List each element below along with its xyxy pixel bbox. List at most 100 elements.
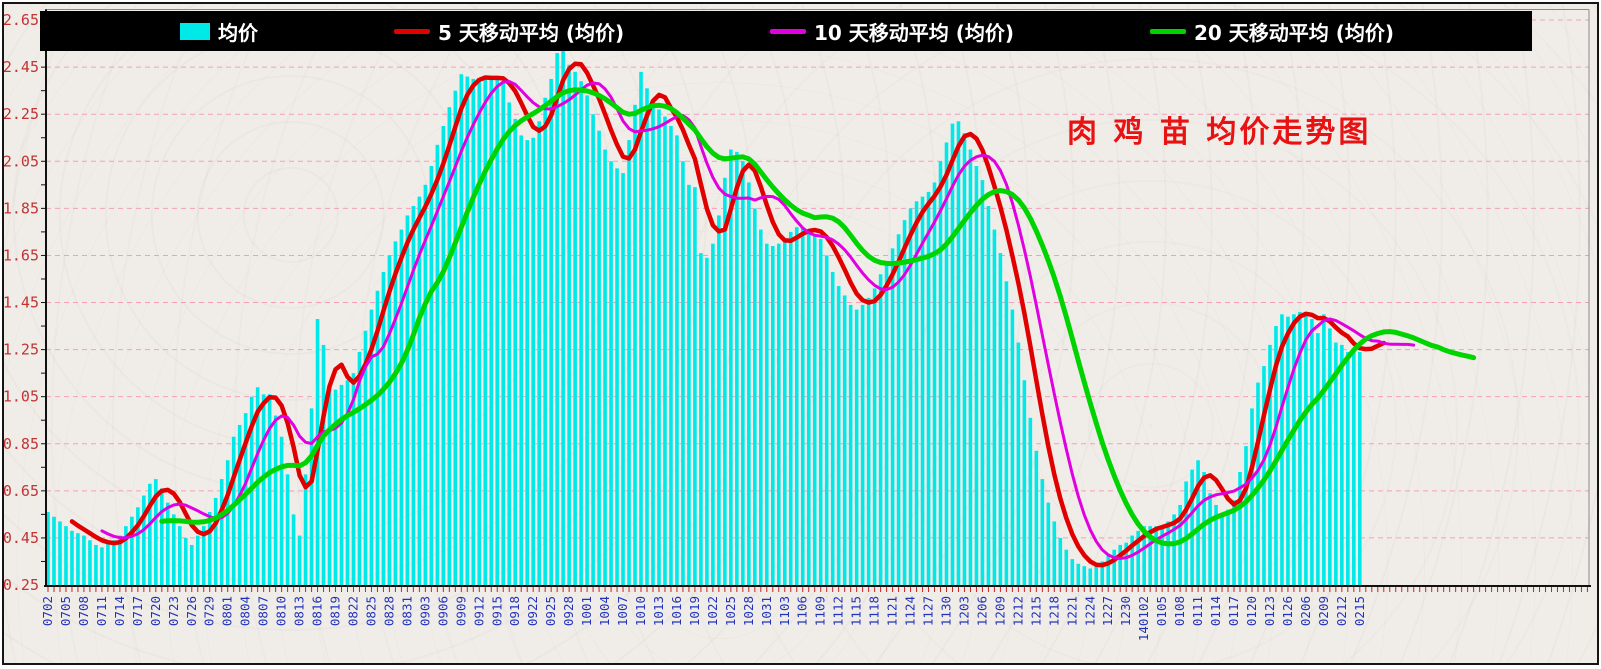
- price-bar: [213, 497, 218, 586]
- x-axis-label: 0209: [1316, 596, 1331, 626]
- price-bar: [1064, 549, 1069, 586]
- price-bar: [675, 135, 679, 586]
- price-bar: [1322, 314, 1326, 586]
- price-bar: [639, 71, 643, 586]
- price-bar: [818, 238, 823, 586]
- x-axis-label: 1206: [974, 596, 989, 626]
- price-bar: [896, 234, 901, 586]
- price-bar: [435, 144, 440, 587]
- x-axis-label: 1221: [1064, 596, 1079, 626]
- price-bar: [1154, 526, 1158, 586]
- y-axis-label: 1.25: [3, 341, 39, 359]
- ma10-line: [100, 80, 1416, 560]
- price-bar: [1184, 481, 1188, 586]
- price-bar: [207, 512, 212, 586]
- price-bar: [1358, 351, 1362, 586]
- price-bar: [285, 474, 290, 586]
- price-bar: [669, 125, 673, 586]
- price-bar: [1208, 493, 1212, 586]
- price-bar: [142, 495, 146, 586]
- price-bar: [357, 351, 362, 586]
- price-bar: [920, 196, 925, 586]
- price-bar: [878, 274, 883, 586]
- price-bar: [375, 290, 380, 586]
- price-bar: [1244, 446, 1248, 586]
- price-bar: [148, 483, 152, 586]
- price-bar: [255, 387, 260, 586]
- y-axis-label: 0.45: [3, 529, 39, 547]
- price-bar: [986, 206, 991, 586]
- price-bar: [1058, 537, 1063, 586]
- price-bar: [782, 238, 787, 586]
- price-bar: [1160, 526, 1164, 586]
- x-axis-label: 0925: [543, 596, 558, 626]
- price-bar: [938, 161, 943, 586]
- y-axis-label: 0.85: [3, 435, 39, 453]
- x-axis-label: 0918: [507, 596, 522, 626]
- x-axis-label: 0909: [453, 596, 468, 626]
- price-bar: [459, 74, 464, 587]
- x-axis-label: 1212: [1010, 596, 1025, 626]
- ma5-line-swatch: [394, 28, 430, 34]
- price-bar: [261, 394, 266, 586]
- x-axis-label: 1103: [777, 596, 792, 626]
- price-bar: [1304, 311, 1308, 586]
- ma20-label: 20 天移动平均 (均价): [1194, 20, 1395, 45]
- price-bar: [1130, 535, 1134, 586]
- price-bar: [1070, 559, 1075, 586]
- price-bar: [1142, 526, 1146, 586]
- price-bar: [154, 479, 158, 586]
- price-bar: [836, 286, 841, 586]
- price-bar: [489, 76, 494, 586]
- price-bar: [225, 460, 230, 586]
- x-axis-label: 140102: [1136, 596, 1151, 641]
- price-bar: [94, 544, 98, 586]
- x-axis-label: 1215: [1028, 596, 1043, 626]
- price-bar: [735, 151, 739, 587]
- x-axis-label: 1013: [651, 596, 666, 626]
- price-bar: [525, 140, 529, 586]
- price-bar: [1046, 502, 1051, 586]
- x-axis-label: 0729: [202, 596, 217, 626]
- x-axis-label: 0831: [399, 596, 414, 626]
- price-bar: [1010, 309, 1015, 586]
- price-bar: [585, 95, 589, 587]
- price-bar: [657, 109, 661, 587]
- price-bar: [908, 208, 913, 587]
- price-bar: [753, 208, 757, 587]
- price-bar: [770, 246, 775, 586]
- price-bar: [136, 507, 140, 586]
- price-bar: [1076, 563, 1081, 586]
- ma5-line: [69, 61, 1387, 568]
- price-bar: [399, 229, 404, 587]
- price-bar: [453, 90, 458, 586]
- price-bar: [1190, 469, 1194, 586]
- price-bar: [333, 389, 338, 586]
- price-bar: [171, 514, 176, 586]
- x-axis-label: 0108: [1172, 596, 1187, 626]
- price-bar: [968, 149, 973, 586]
- x-axis-label: 1130: [939, 596, 954, 626]
- price-bar: [842, 295, 847, 586]
- price-bar: [1082, 566, 1087, 586]
- price-bar: [812, 234, 817, 586]
- price-bar: [106, 542, 110, 586]
- x-axis-label: 1121: [885, 596, 900, 626]
- price-bar: [1118, 544, 1123, 586]
- price-bar: [866, 297, 871, 586]
- price-bar: [1022, 380, 1027, 586]
- x-axis-label: 0915: [489, 596, 504, 626]
- price-bar: [381, 271, 386, 586]
- x-axis-label: 1028: [741, 596, 756, 626]
- x-axis-label: 0825: [363, 596, 378, 626]
- x-axis-label: 1022: [705, 596, 720, 626]
- legend: 均价 5 天移动平均 (均价) 10 天移动平均 (均价) 20 天移动平均 (…: [40, 11, 1532, 51]
- x-axis-label: 1230: [1118, 596, 1133, 626]
- price-bar: [932, 182, 937, 586]
- price-bar: [519, 135, 524, 586]
- x-axis-label: 1227: [1100, 596, 1115, 626]
- x-axis-label: 1016: [669, 596, 684, 626]
- price-bar: [309, 408, 314, 586]
- y-axis-label: 1.85: [3, 199, 39, 217]
